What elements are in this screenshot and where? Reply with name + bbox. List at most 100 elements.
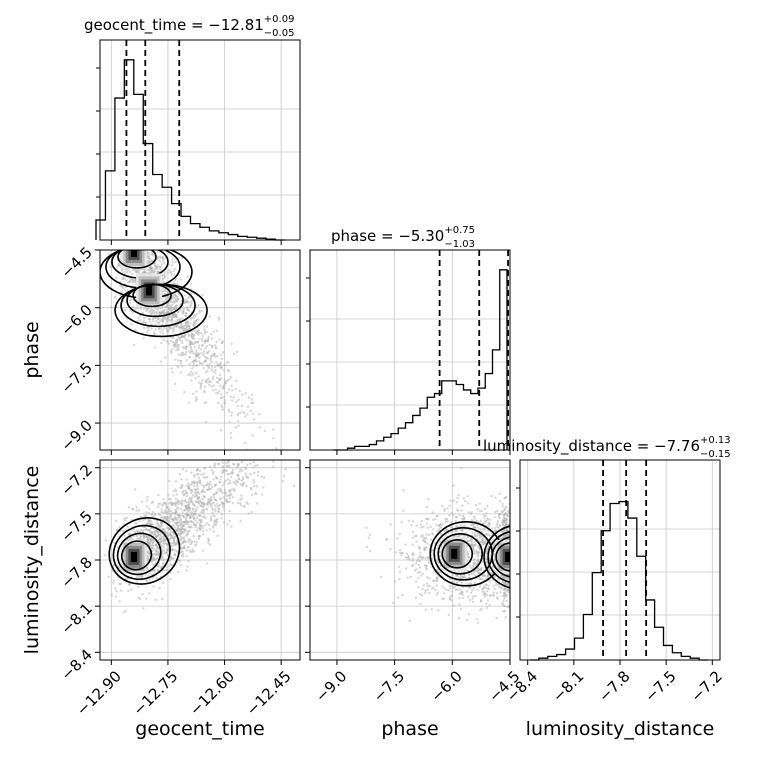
scatter-luminosity-distance-vs-geocent-time-pt-528 <box>187 540 191 543</box>
scatter-phase-vs-geocent-time-pt-1209 <box>153 331 156 334</box>
scatter-phase-vs-geocent-time-pt-1127 <box>178 325 182 328</box>
scatter-phase-vs-geocent-time-pt-1165 <box>180 256 183 259</box>
scatter-phase-vs-geocent-time-pt-568 <box>173 345 176 349</box>
scatter-luminosity-distance-vs-geocent-time-pt-564 <box>292 484 296 487</box>
scatter-luminosity-distance-vs-phase-pt-574 <box>471 597 474 600</box>
scatter-luminosity-distance-vs-geocent-time-pt-626 <box>192 535 195 538</box>
scatter-luminosity-distance-vs-phase-contour-1-3 <box>483 525 510 589</box>
scatter-phase-vs-geocent-time-pt-1362 <box>150 270 153 273</box>
scatter-luminosity-distance-vs-geocent-time-pt-1283 <box>189 525 192 528</box>
scatter-phase-vs-geocent-time-pt-924 <box>171 315 174 319</box>
scatter-luminosity-distance-vs-geocent-time-pt-1414 <box>186 508 189 511</box>
scatter-phase-vs-geocent-time-pt-921 <box>229 395 232 398</box>
scatter-luminosity-distance-vs-geocent-time-pt-804 <box>239 503 243 507</box>
scatter-luminosity-distance-vs-geocent-time-pt-864 <box>195 473 199 476</box>
scatter-luminosity-distance-vs-geocent-time-pt-1433 <box>172 494 175 497</box>
scatter-phase-vs-geocent-time-pt-1035 <box>129 280 132 284</box>
scatter-luminosity-distance-vs-geocent-time-pt-1093 <box>183 500 187 503</box>
scatter-luminosity-distance-vs-geocent-time-pt-1222 <box>164 508 167 512</box>
scatter-luminosity-distance-vs-phase-pt-1244 <box>410 524 413 527</box>
scatter-phase-vs-geocent-time-pt-1359 <box>275 447 278 450</box>
scatter-phase-vs-geocent-time-pt-930 <box>212 355 215 358</box>
scatter-luminosity-distance-vs-geocent-time-pt-910 <box>160 556 163 559</box>
scatter-luminosity-distance-vs-geocent-time-pt-920 <box>139 528 143 532</box>
scatter-phase-vs-geocent-time-pt-891 <box>155 307 158 311</box>
scatter-phase-vs-geocent-time-pt-854 <box>231 389 234 392</box>
scatter-phase-vs-geocent-time-pt-728 <box>228 420 231 423</box>
bottom-luminosity-distance-xticklabel-4: −7.2 <box>687 667 725 705</box>
scatter-luminosity-distance-vs-geocent-time-pt-438 <box>246 463 249 467</box>
scatter-luminosity-distance-vs-phase-pt-1281 <box>462 497 466 500</box>
scatter-luminosity-distance-vs-phase-pt-1511 <box>474 595 477 598</box>
scatter-luminosity-distance-vs-phase-pt-1572 <box>477 526 480 530</box>
scatter-luminosity-distance-vs-geocent-time-pt-1225 <box>138 575 141 578</box>
scatter-luminosity-distance-vs-geocent-time-pt-824 <box>239 467 242 471</box>
scatter-luminosity-distance-vs-phase-pt-1360 <box>435 593 438 596</box>
scatter-luminosity-distance-vs-geocent-time-pt-1267 <box>191 508 195 511</box>
scatter-phase-vs-geocent-time-pt-1126 <box>150 309 154 312</box>
scatter-luminosity-distance-vs-geocent-time-pt-1051 <box>215 490 218 494</box>
scatter-luminosity-distance-vs-phase-pt-1526 <box>485 512 488 515</box>
scatter-luminosity-distance-vs-phase-pt-1597 <box>482 586 485 589</box>
scatter-luminosity-distance-vs-geocent-time-pt-1128 <box>239 498 242 502</box>
scatter-phase-vs-geocent-time-pt-593 <box>156 250 159 254</box>
scatter-phase-vs-geocent-time-pt-745 <box>207 350 211 353</box>
scatter-luminosity-distance-vs-geocent-time-pt-1068 <box>184 512 187 516</box>
scatter-luminosity-distance-vs-geocent-time-pt-269 <box>141 592 144 596</box>
scatter-phase-vs-geocent-time-pt-107 <box>137 317 140 320</box>
scatter-phase-vs-geocent-time-pt-77 <box>215 340 218 344</box>
scatter-phase-vs-geocent-time-pt-685 <box>169 339 173 343</box>
scatter-luminosity-distance-vs-geocent-time-pt-399 <box>133 488 137 491</box>
scatter-phase-vs-geocent-time-pt-730 <box>124 278 128 282</box>
scatter-luminosity-distance-vs-phase-pt-249 <box>452 580 455 584</box>
scatter-luminosity-distance-vs-geocent-time-pt-380 <box>243 505 246 509</box>
scatter-phase-vs-geocent-time-pt-968 <box>244 392 247 395</box>
scatter-phase-vs-geocent-time-pt-952 <box>188 295 191 299</box>
scatter-phase-vs-geocent-time-pt-1321 <box>108 252 111 255</box>
scatter-luminosity-distance-vs-phase-pt-2 <box>367 536 370 539</box>
scatter-luminosity-distance-vs-phase-pt-1142 <box>497 513 501 517</box>
scatter-phase-vs-geocent-time-pt-1146 <box>154 311 158 314</box>
scatter-luminosity-distance-vs-phase-pt-1258 <box>503 609 507 613</box>
scatter-luminosity-distance-vs-phase-pt-134 <box>460 571 463 574</box>
scatter-luminosity-distance-vs-geocent-time-pt-1209 <box>178 524 182 527</box>
hist-luminosity-distance-frame <box>519 459 721 661</box>
scatter-luminosity-distance-vs-geocent-time-pt-1339 <box>202 495 205 499</box>
scatter-phase-vs-geocent-time-pt-1284 <box>197 333 200 336</box>
scatter-luminosity-distance-vs-phase-pt-1405 <box>504 582 507 585</box>
scatter-luminosity-distance-vs-phase-pt-1222 <box>423 548 427 552</box>
scatter-luminosity-distance-vs-phase-pt-702 <box>485 593 489 597</box>
scatter-luminosity-distance-vs-geocent-time-pt-882 <box>155 519 159 523</box>
scatter-phase-vs-geocent-time-pt-1289 <box>164 289 167 293</box>
scatter-phase-vs-geocent-time-pt-536 <box>138 269 141 273</box>
scatter-luminosity-distance-vs-geocent-time-pt-980 <box>191 496 194 499</box>
scatter-phase-vs-geocent-time-pt-1420 <box>134 271 138 274</box>
scatter-luminosity-distance-vs-phase-pt-908 <box>445 517 449 521</box>
scatter-phase-vs-geocent-time-pt-387 <box>189 322 192 325</box>
scatter-phase-vs-geocent-time-pt-1092 <box>234 426 237 429</box>
scatter-luminosity-distance-vs-phase-pt-53 <box>429 525 432 529</box>
scatter-luminosity-distance-vs-geocent-time-pt-964 <box>202 472 205 476</box>
scatter-phase-vs-geocent-time-pt-712 <box>230 384 233 388</box>
scatter-phase-vs-geocent-time-pt-150 <box>132 343 136 347</box>
scatter-luminosity-distance-vs-phase-pt-363 <box>472 562 476 565</box>
scatter-luminosity-distance-vs-geocent-time-pt-960 <box>194 508 198 511</box>
scatter-luminosity-distance-vs-geocent-time-pt-1161 <box>180 477 183 481</box>
scatter-phase-vs-geocent-time-pt-567 <box>194 341 198 344</box>
scatter-phase-vs-geocent-time-pt-985 <box>182 353 186 356</box>
scatter-luminosity-distance-vs-phase-pt-1056 <box>422 584 426 587</box>
scatter-phase-vs-geocent-time-pt-932 <box>237 424 240 428</box>
scatter-luminosity-distance-vs-geocent-time-pt-93 <box>235 466 239 470</box>
scatter-luminosity-distance-vs-geocent-time-pt-712 <box>191 503 195 507</box>
scatter-phase-vs-geocent-time-pt-990 <box>201 339 204 343</box>
scatter-phase-vs-geocent-time-pt-671 <box>130 322 133 326</box>
scatter-luminosity-distance-vs-phase-pt-789 <box>400 521 403 524</box>
scatter-luminosity-distance-vs-phase-pt-582 <box>501 594 504 598</box>
scatter-luminosity-distance-vs-phase-pt-1249 <box>458 603 461 606</box>
scatter-phase-vs-geocent-time-pt-609 <box>263 429 267 433</box>
scatter-phase-vs-geocent-time-pt-863 <box>250 401 254 405</box>
scatter-luminosity-distance-vs-geocent-time-pt-1044 <box>177 507 180 510</box>
scatter-luminosity-distance-vs-geocent-time-pt-1190 <box>150 560 153 563</box>
scatter-phase-vs-geocent-time-pt-1380 <box>159 319 162 322</box>
scatter-luminosity-distance-vs-geocent-time-pt-1017 <box>208 528 212 531</box>
